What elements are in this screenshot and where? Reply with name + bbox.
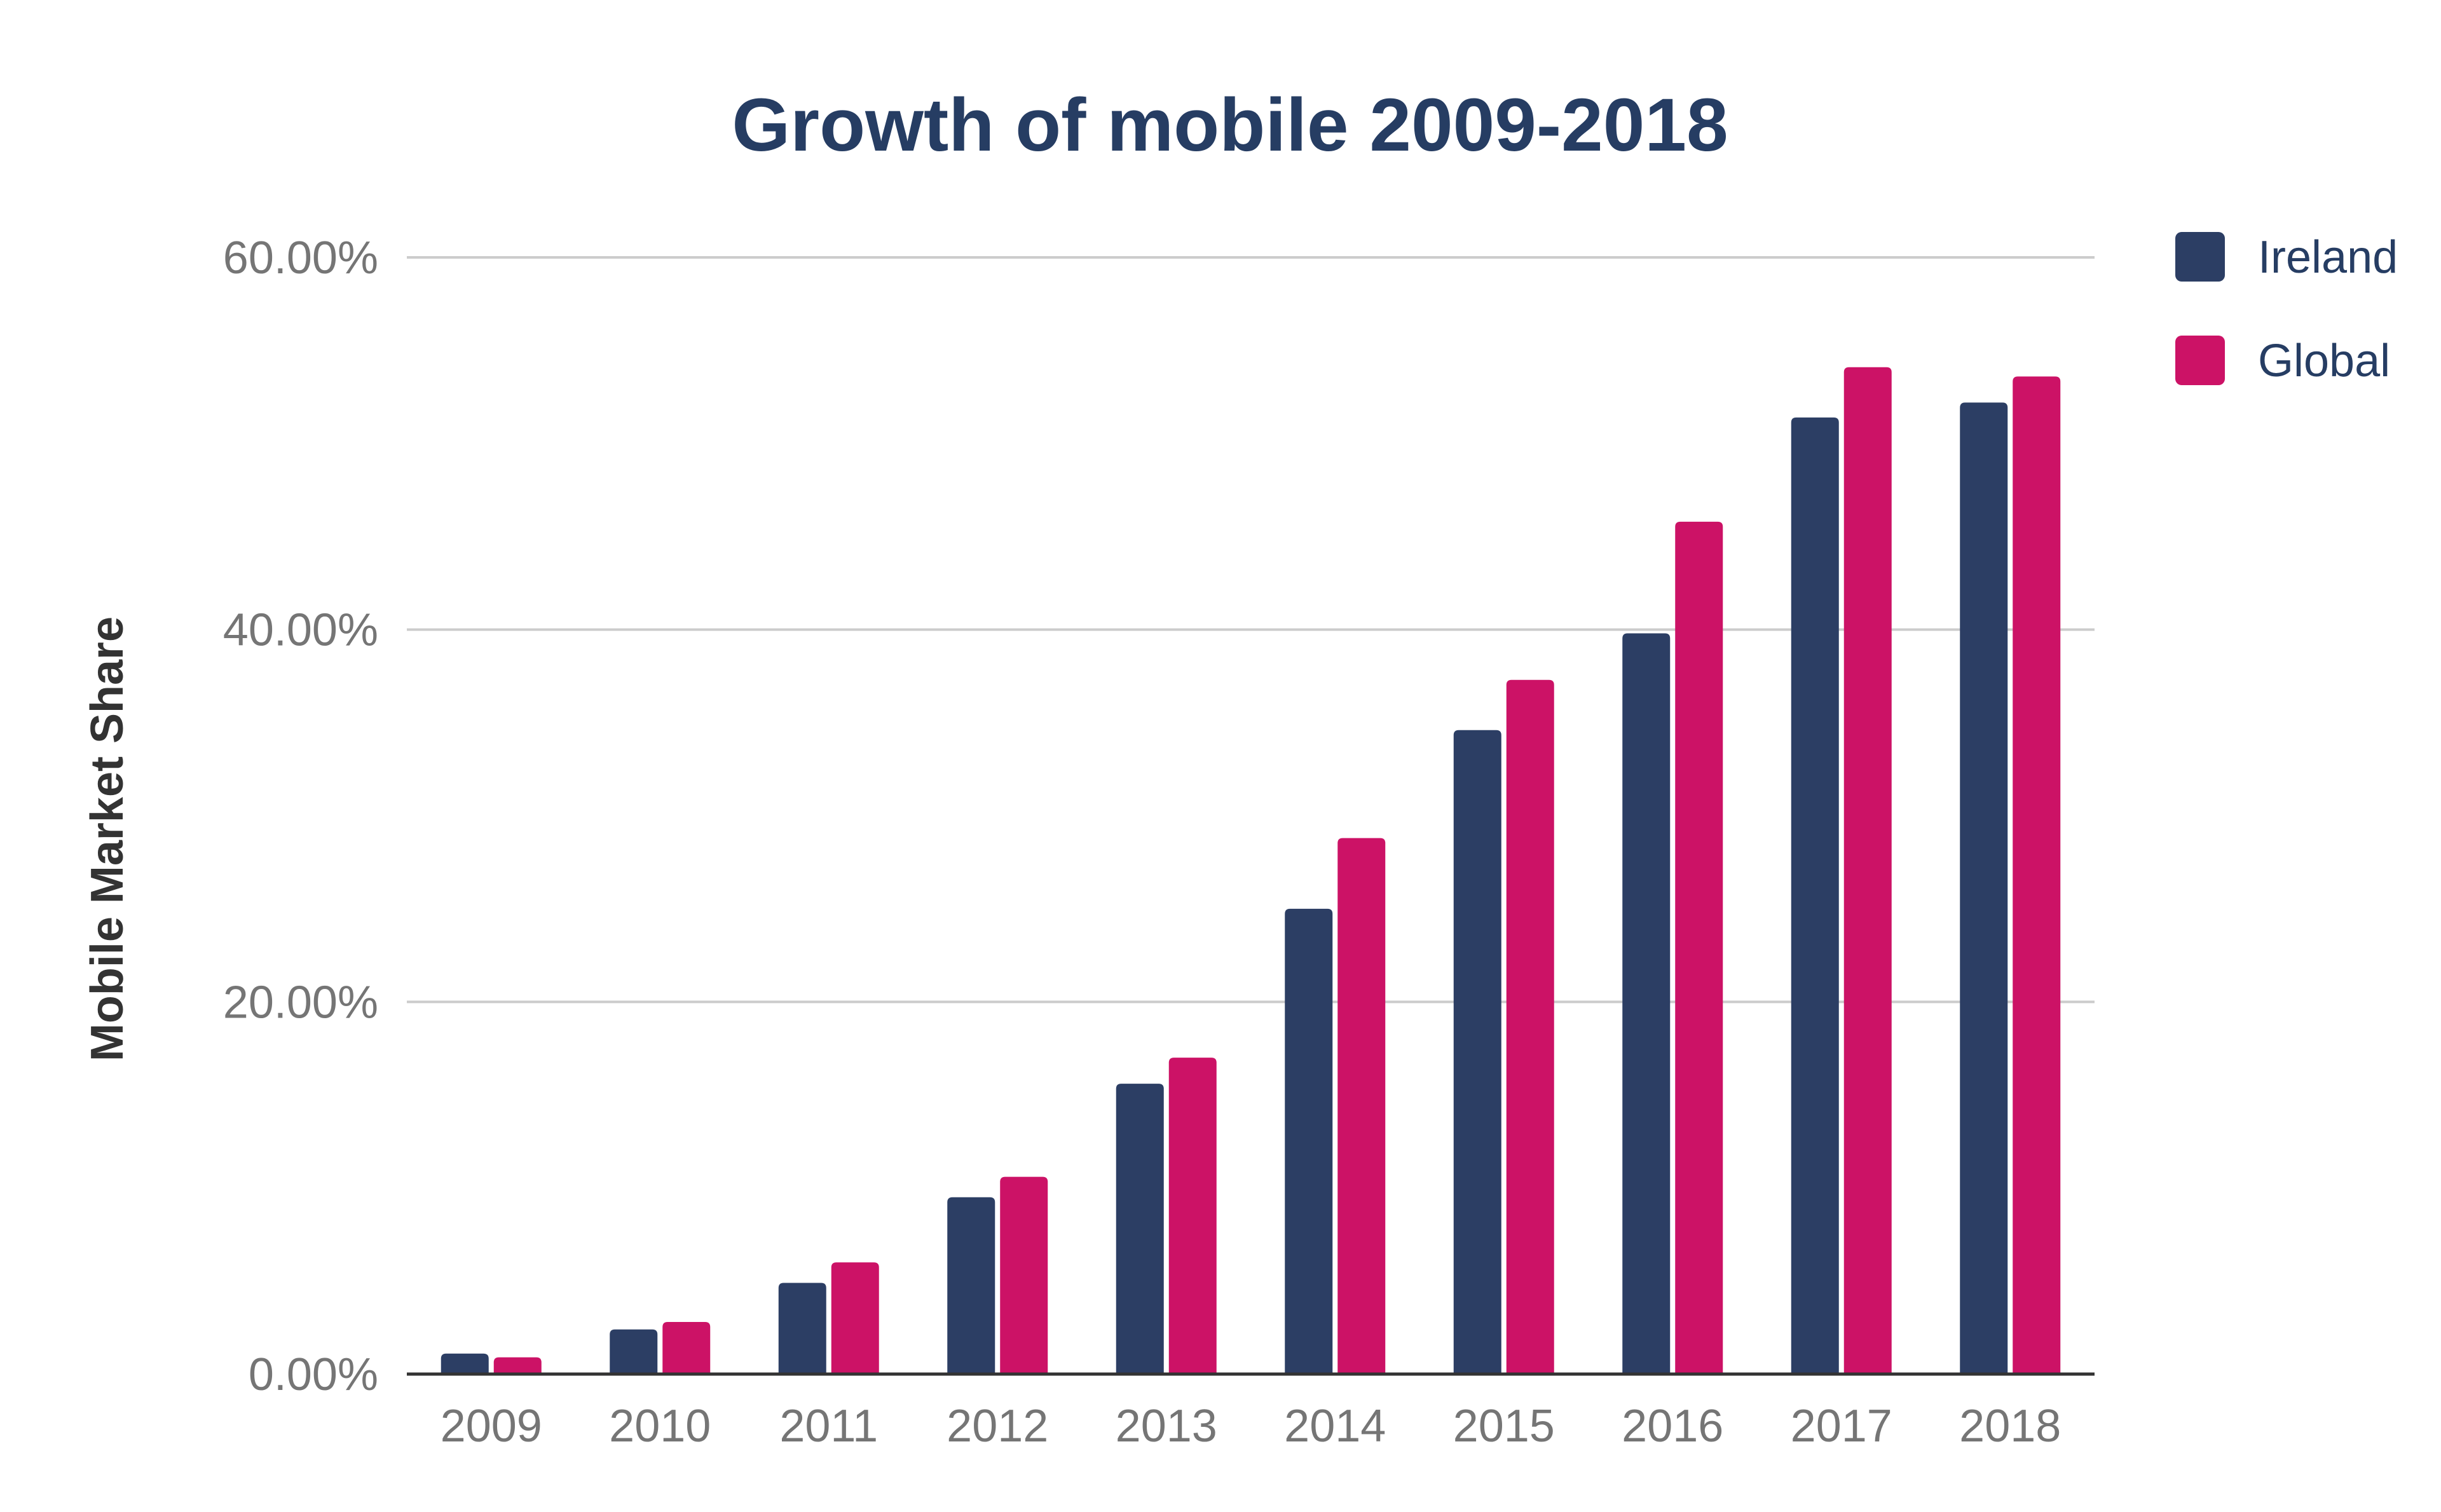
bar-global-2015 xyxy=(1506,679,1554,1374)
x-tick-label: 2017 xyxy=(1791,1401,1892,1452)
bars xyxy=(441,367,2061,1375)
bar-ireland-2013 xyxy=(1116,1084,1164,1374)
bar-ireland-2012 xyxy=(947,1197,995,1374)
x-tick-label: 2009 xyxy=(441,1401,542,1452)
x-tick-label: 2014 xyxy=(1284,1401,1386,1452)
x-tick-label: 2011 xyxy=(779,1401,878,1452)
x-tick-label: 2018 xyxy=(1959,1401,2061,1452)
y-tick-label: 20.00% xyxy=(223,977,378,1028)
bar-ireland-2009 xyxy=(441,1353,489,1374)
bar-global-2013 xyxy=(1168,1058,1217,1374)
x-tick-label: 2015 xyxy=(1453,1401,1555,1452)
legend-label-ireland: Ireland xyxy=(2258,232,2398,283)
bar-ireland-2017 xyxy=(1791,417,1839,1374)
x-tick-label: 2012 xyxy=(947,1401,1048,1452)
bar-global-2010 xyxy=(662,1322,711,1374)
bar-global-2011 xyxy=(831,1262,879,1374)
bar-ireland-2015 xyxy=(1453,730,1501,1374)
gridlines xyxy=(407,256,2095,1004)
x-tick-label: 2013 xyxy=(1116,1401,1217,1452)
bar-global-2018 xyxy=(2013,376,2061,1374)
bar-ireland-2011 xyxy=(778,1283,826,1374)
bar-global-2017 xyxy=(1843,367,1892,1374)
bar-global-2014 xyxy=(1337,838,1386,1374)
y-tick-label: 0.00% xyxy=(249,1349,378,1400)
y-axis-ticks: 0.00% 20.00% 40.00% 60.00% xyxy=(223,233,378,1400)
bar-global-2012 xyxy=(1000,1176,1048,1374)
legend-swatch-ireland xyxy=(2175,232,2225,282)
bar-ireland-2014 xyxy=(1285,908,1333,1374)
legend-swatch-global xyxy=(2175,336,2225,385)
x-tick-label: 2016 xyxy=(1622,1401,1723,1452)
x-tick-label: 2010 xyxy=(609,1401,711,1452)
bar-ireland-2010 xyxy=(610,1329,658,1374)
y-axis-label: Mobile Market Share xyxy=(82,616,133,1061)
bar-ireland-2016 xyxy=(1622,633,1671,1374)
bar-ireland-2018 xyxy=(1960,402,2008,1375)
legend: Ireland Global xyxy=(2175,232,2398,386)
y-tick-label: 60.00% xyxy=(223,233,378,283)
chart-title: Growth of mobile 2009-2018 xyxy=(732,83,1728,167)
bar-global-2009 xyxy=(493,1357,542,1374)
y-tick-label: 40.00% xyxy=(223,605,378,656)
x-axis-ticks: 2009 2010 2011 2012 2013 2014 2015 2016 2017 2018 xyxy=(441,1401,2062,1452)
bar-global-2016 xyxy=(1675,521,1723,1375)
legend-label-global: Global xyxy=(2258,336,2390,386)
